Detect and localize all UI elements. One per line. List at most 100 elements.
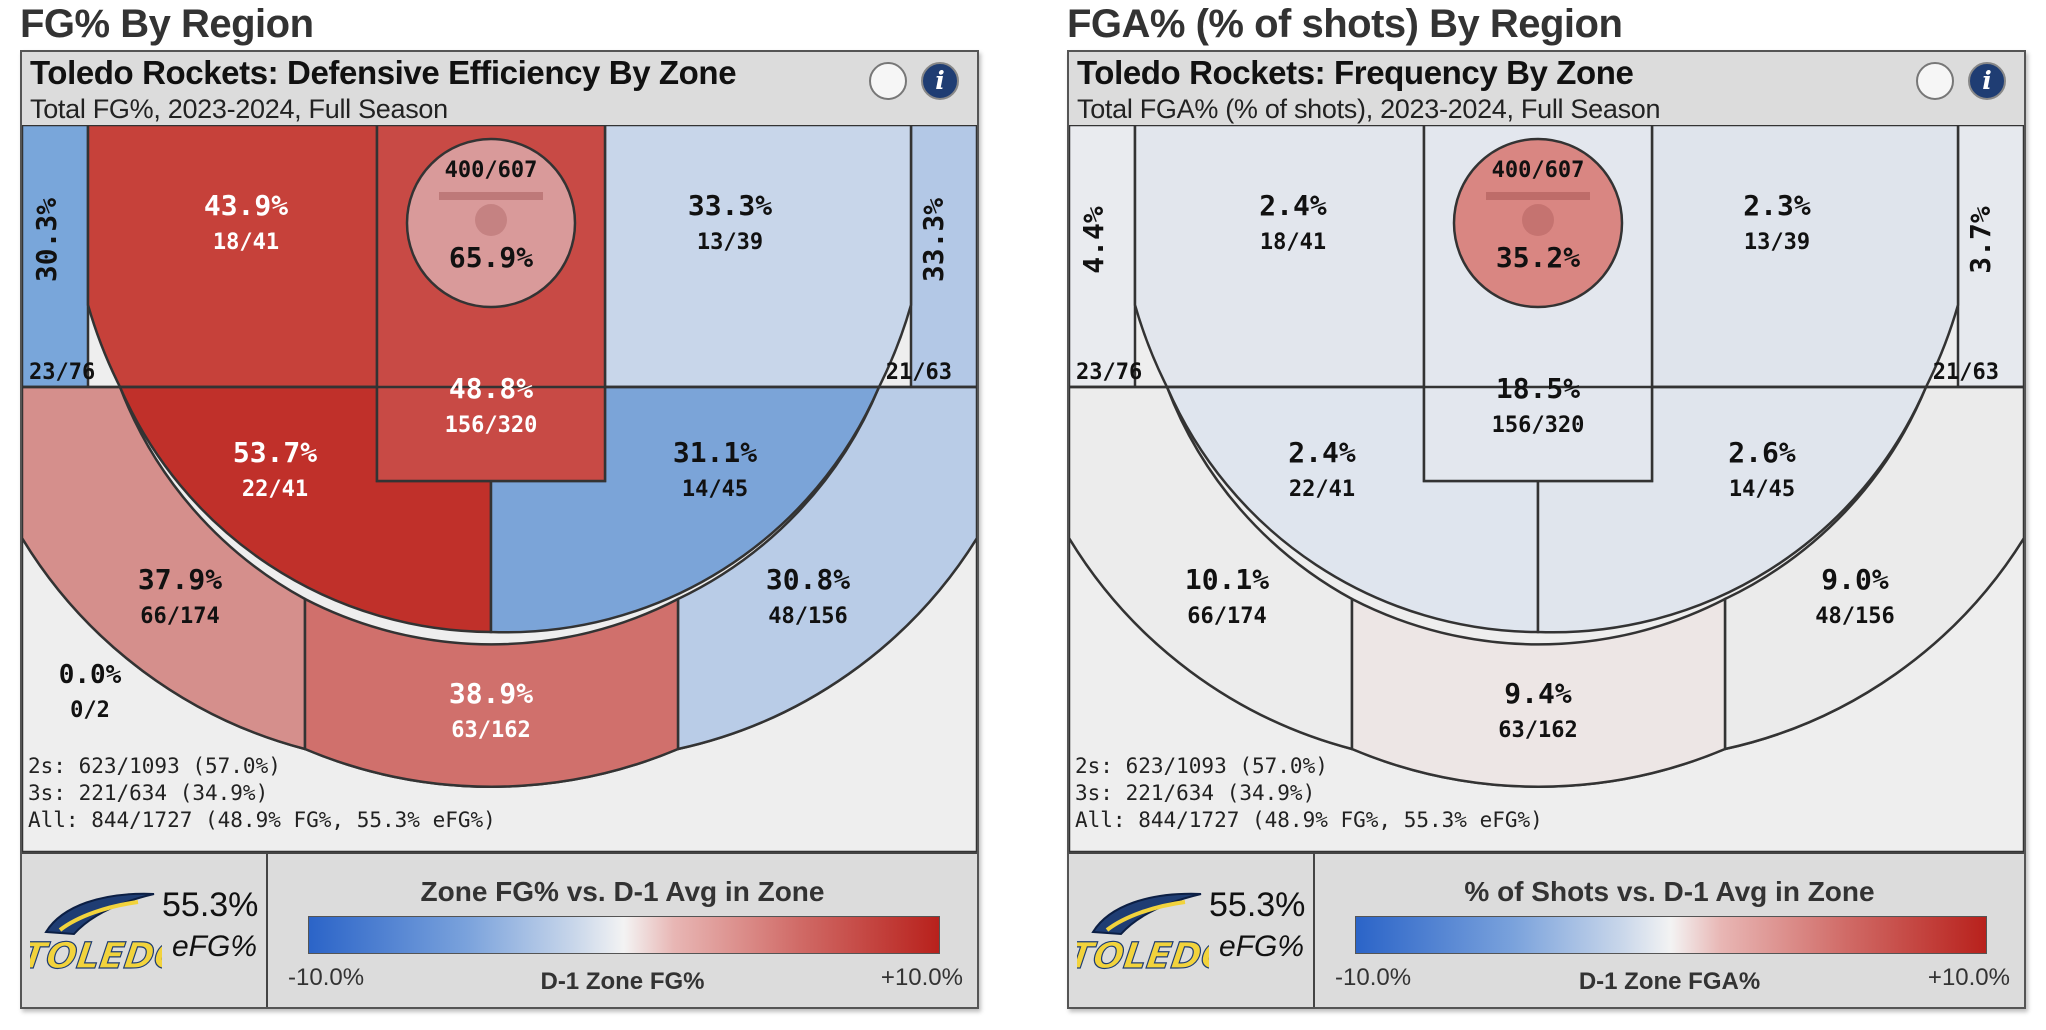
legend-max-label: +10.0% bbox=[1927, 964, 2010, 991]
color-scale-bar bbox=[1355, 916, 1987, 954]
efg-label: eFG% bbox=[172, 930, 258, 963]
hoop-mark bbox=[475, 204, 507, 236]
zone-fraction-backcourt: 0/2 bbox=[70, 698, 110, 723]
toledo-logo: TOLEDO bbox=[30, 892, 162, 978]
zone-value-paint: 18.5% bbox=[1496, 372, 1580, 405]
zone-fraction-right-elbow-2: 14/45 bbox=[1729, 477, 1795, 502]
toggle-button[interactable] bbox=[869, 62, 907, 100]
zone-fraction-paint: 156/320 bbox=[445, 413, 538, 438]
zone-fraction-top-key-3: 63/162 bbox=[451, 718, 530, 743]
card-fga: Toledo Rockets: Frequency By Zone Total … bbox=[1067, 50, 2026, 1009]
section-title-fga: FGA% (% of shots) By Region bbox=[1067, 2, 1623, 46]
zone-fraction-left-baseline-2: 18/41 bbox=[213, 230, 279, 255]
zone-top-key-3[interactable] bbox=[1350, 596, 1727, 788]
zone-value-left-baseline-2: 2.4% bbox=[1259, 189, 1327, 222]
footer-divider bbox=[266, 854, 268, 1007]
legend-min-label: -10.0% bbox=[1335, 964, 1412, 991]
svg-text:TOLEDO: TOLEDO bbox=[30, 934, 162, 977]
zone-right-elbow-2[interactable] bbox=[1536, 385, 1928, 634]
zone-fraction-left-wing-3: 66/174 bbox=[1187, 604, 1266, 629]
zone-value-rim: 35.2% bbox=[1496, 241, 1580, 274]
zone-value-right-wing-3: 30.8% bbox=[766, 563, 850, 596]
zone-value-right-corner-3: 3.7% bbox=[1964, 206, 1997, 274]
zone-right-elbow-2[interactable] bbox=[489, 385, 881, 634]
svg-text:TOLEDO: TOLEDO bbox=[1077, 934, 1209, 977]
footer-divider bbox=[1313, 854, 1315, 1007]
zone-fraction-rim: 400/607 bbox=[445, 158, 538, 183]
zone-right-wing-3[interactable] bbox=[1723, 385, 2024, 751]
toledo-logo: TOLEDO bbox=[1077, 892, 1209, 978]
zone-fraction-right-corner-3: 21/63 bbox=[1933, 360, 1999, 385]
section-title-fg: FG% By Region bbox=[20, 2, 314, 46]
zone-value-rim: 65.9% bbox=[449, 241, 533, 274]
card-fg: Toledo Rockets: Defensive Efficiency By … bbox=[20, 50, 979, 1009]
zone-value-right-elbow-2: 2.6% bbox=[1728, 436, 1796, 469]
legend-axis-label: D-1 Zone FGA% bbox=[1578, 968, 1761, 995]
zone-value-right-corner-3: 33.3% bbox=[917, 198, 950, 282]
zone-value-top-key-3: 9.4% bbox=[1504, 677, 1572, 710]
totals-line: All: 844/1727 (48.9% FG%, 55.3% eFG%) bbox=[1075, 808, 1543, 832]
court-svg: 30.3% 23/76 33.3% 21/63 43.9% 18/41 33.3% 13/39… bbox=[22, 125, 977, 852]
zone-value-paint: 48.8% bbox=[449, 372, 533, 405]
zone-fraction-paint: 156/320 bbox=[1492, 413, 1585, 438]
totals-line: 2s: 623/1093 (57.0%) bbox=[28, 754, 281, 778]
zone-left-baseline-2[interactable] bbox=[1133, 125, 1426, 389]
zone-fraction-right-elbow-2: 14/45 bbox=[682, 477, 748, 502]
zone-left-elbow-2[interactable] bbox=[118, 385, 493, 634]
zone-fraction-right-corner-3: 21/63 bbox=[886, 360, 952, 385]
zone-fraction-left-wing-3: 66/174 bbox=[140, 604, 219, 629]
legend-min-label: -10.0% bbox=[288, 964, 365, 991]
court-chart: 30.3% 23/76 33.3% 21/63 43.9% 18/41 33.3% 13/39… bbox=[22, 125, 977, 852]
totals-line: 2s: 623/1093 (57.0%) bbox=[1075, 754, 1328, 778]
zone-right-baseline-2[interactable] bbox=[603, 125, 913, 389]
zone-fraction-left-elbow-2: 22/41 bbox=[1289, 477, 1355, 502]
zone-fraction-right-baseline-2: 13/39 bbox=[1744, 230, 1810, 255]
legend-title: Zone FG% vs. D-1 Avg in Zone bbox=[420, 876, 825, 907]
court-chart: 4.4% 23/76 3.7% 21/63 2.4% 18/41 2.3% 13/39 18.5… bbox=[1069, 125, 2024, 852]
efg-label: eFG% bbox=[1219, 930, 1305, 963]
zone-value-left-elbow-2: 53.7% bbox=[233, 436, 317, 469]
legend-title: % of Shots vs. D-1 Avg in Zone bbox=[1464, 876, 1875, 907]
legend-footer: TOLEDO 55.3% eFG% Zone FG% vs. D-1 Avg i… bbox=[22, 852, 977, 1007]
color-scale-bar bbox=[308, 916, 940, 954]
zone-right-baseline-2[interactable] bbox=[1650, 125, 1960, 389]
zone-left-elbow-2[interactable] bbox=[1165, 385, 1540, 634]
zone-value-right-elbow-2: 31.1% bbox=[673, 436, 757, 469]
zone-right-wing-3[interactable] bbox=[676, 385, 977, 751]
totals-line: 3s: 221/634 (34.9%) bbox=[28, 781, 268, 805]
zone-value-right-baseline-2: 33.3% bbox=[688, 189, 772, 222]
zone-value-left-baseline-2: 43.9% bbox=[204, 189, 288, 222]
zone-value-left-elbow-2: 2.4% bbox=[1288, 436, 1356, 469]
card-title: Toledo Rockets: Defensive Efficiency By … bbox=[30, 54, 737, 91]
card-title: Toledo Rockets: Frequency By Zone bbox=[1077, 54, 1634, 91]
zone-value-backcourt: 0.0% bbox=[59, 660, 122, 690]
info-icon[interactable]: i bbox=[921, 62, 959, 100]
zone-fraction-left-elbow-2: 22/41 bbox=[242, 477, 308, 502]
court-svg: 4.4% 23/76 3.7% 21/63 2.4% 18/41 2.3% 13/39 18.5… bbox=[1069, 125, 2024, 852]
zone-value-left-corner-3: 4.4% bbox=[1077, 206, 1110, 274]
zone-rim[interactable] bbox=[405, 137, 577, 309]
zone-rim[interactable] bbox=[1452, 137, 1624, 309]
zone-fraction-right-wing-3: 48/156 bbox=[768, 604, 847, 629]
zone-fraction-top-key-3: 63/162 bbox=[1498, 718, 1577, 743]
toggle-button[interactable] bbox=[1916, 62, 1954, 100]
zone-fraction-left-baseline-2: 18/41 bbox=[1260, 230, 1326, 255]
zone-fraction-left-corner-3: 23/76 bbox=[1076, 360, 1142, 385]
zone-fraction-right-baseline-2: 13/39 bbox=[697, 230, 763, 255]
legend-axis-label: D-1 Zone FG% bbox=[540, 968, 705, 995]
info-icon[interactable]: i bbox=[1968, 62, 2006, 100]
zone-left-baseline-2[interactable] bbox=[86, 125, 379, 389]
zone-value-left-wing-3: 10.1% bbox=[1185, 563, 1269, 596]
card-subtitle: Total FGA% (% of shots), 2023-2024, Full… bbox=[1077, 94, 1661, 124]
zone-value-right-wing-3: 9.0% bbox=[1821, 563, 1889, 596]
zone-fraction-rim: 400/607 bbox=[1492, 158, 1585, 183]
zone-top-key-3[interactable] bbox=[303, 596, 680, 788]
card-subtitle: Total FG%, 2023-2024, Full Season bbox=[30, 94, 448, 124]
efg-value: 55.3% bbox=[1209, 886, 1306, 924]
totals-line: 3s: 221/634 (34.9%) bbox=[1075, 781, 1315, 805]
totals-line: All: 844/1727 (48.9% FG%, 55.3% eFG%) bbox=[28, 808, 496, 832]
zone-value-left-corner-3: 30.3% bbox=[30, 198, 63, 282]
legend-footer: TOLEDO 55.3% eFG% % of Shots vs. D-1 Avg… bbox=[1069, 852, 2024, 1007]
zone-value-right-baseline-2: 2.3% bbox=[1743, 189, 1811, 222]
efg-value: 55.3% bbox=[162, 886, 259, 924]
